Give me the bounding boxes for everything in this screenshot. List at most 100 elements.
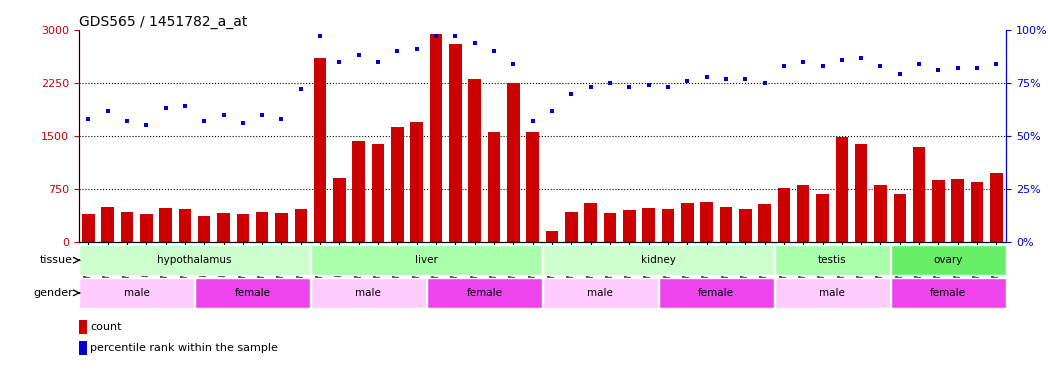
Point	[292, 86, 309, 92]
Bar	[796, 185, 809, 242]
Bar	[774, 246, 890, 275]
Point	[640, 82, 657, 88]
Point	[949, 65, 966, 71]
Text: female: female	[235, 288, 270, 298]
Point	[138, 122, 155, 128]
Bar	[352, 141, 365, 242]
Bar	[970, 182, 983, 242]
Point	[776, 63, 792, 69]
Text: liver: liver	[415, 255, 438, 265]
Point	[659, 84, 676, 90]
Point	[794, 59, 811, 65]
Point	[757, 80, 773, 86]
Bar	[585, 203, 597, 242]
Bar	[642, 208, 655, 242]
Bar	[313, 58, 326, 242]
Point	[350, 53, 367, 58]
Bar	[739, 209, 751, 242]
Bar	[79, 320, 87, 334]
Bar	[79, 278, 194, 308]
Text: tissue: tissue	[40, 255, 72, 265]
Point	[679, 78, 696, 84]
Bar	[661, 209, 674, 242]
Text: percentile rank within the sample: percentile rank within the sample	[90, 343, 279, 353]
Point	[118, 118, 135, 124]
Bar	[700, 202, 713, 242]
Bar	[82, 214, 94, 242]
Bar	[604, 213, 616, 242]
Point	[583, 84, 599, 90]
Text: testis: testis	[817, 255, 847, 265]
Bar	[623, 210, 635, 242]
Text: male: male	[587, 288, 613, 298]
Point	[718, 76, 735, 82]
Bar	[256, 211, 268, 242]
Point	[100, 108, 116, 114]
Point	[911, 61, 927, 67]
Bar	[237, 214, 249, 242]
Text: female: female	[931, 288, 966, 298]
Point	[737, 76, 754, 82]
Point	[254, 112, 270, 118]
Bar	[855, 144, 868, 242]
Text: GDS565 / 1451782_a_at: GDS565 / 1451782_a_at	[79, 15, 247, 29]
Point	[331, 59, 348, 65]
Point	[988, 61, 1005, 67]
Bar	[913, 147, 925, 242]
Point	[853, 54, 870, 60]
Bar	[891, 246, 1006, 275]
Bar	[391, 128, 403, 242]
Text: female: female	[466, 288, 502, 298]
Text: hypothalamus: hypothalamus	[157, 255, 232, 265]
Bar	[198, 216, 211, 242]
Bar	[79, 340, 87, 355]
Point	[485, 48, 502, 54]
Bar	[276, 213, 288, 242]
Bar	[121, 212, 133, 242]
Bar	[507, 83, 520, 242]
Point	[872, 63, 889, 69]
Point	[563, 91, 580, 97]
Point	[370, 59, 387, 65]
Bar	[546, 231, 559, 242]
Bar	[932, 180, 944, 242]
Point	[196, 118, 213, 124]
Bar	[891, 278, 1006, 308]
Bar	[759, 204, 771, 242]
Bar	[178, 209, 191, 242]
Bar	[990, 172, 1003, 242]
Point	[409, 46, 425, 52]
Bar	[333, 178, 346, 242]
Text: gender: gender	[34, 288, 72, 298]
Bar	[543, 246, 773, 275]
Bar	[526, 132, 539, 242]
Point	[930, 67, 946, 73]
Bar	[774, 278, 890, 308]
Bar	[658, 278, 773, 308]
Point	[157, 105, 174, 111]
Bar	[195, 278, 310, 308]
Bar	[816, 194, 829, 242]
Text: ovary: ovary	[934, 255, 963, 265]
Bar	[427, 278, 542, 308]
Bar	[778, 188, 790, 242]
Bar	[565, 211, 577, 242]
Point	[215, 112, 232, 118]
Point	[505, 61, 522, 67]
Bar	[140, 214, 153, 242]
Bar	[835, 137, 848, 242]
Point	[176, 103, 193, 109]
Bar	[294, 209, 307, 242]
Bar	[952, 179, 964, 242]
Bar	[311, 278, 427, 308]
Bar	[372, 144, 385, 242]
Point	[814, 63, 831, 69]
Bar	[311, 246, 542, 275]
Point	[602, 80, 618, 86]
Bar	[79, 246, 310, 275]
Point	[524, 118, 541, 124]
Text: male: male	[355, 288, 381, 298]
Bar	[159, 208, 172, 242]
Point	[428, 33, 444, 39]
Point	[892, 72, 909, 78]
